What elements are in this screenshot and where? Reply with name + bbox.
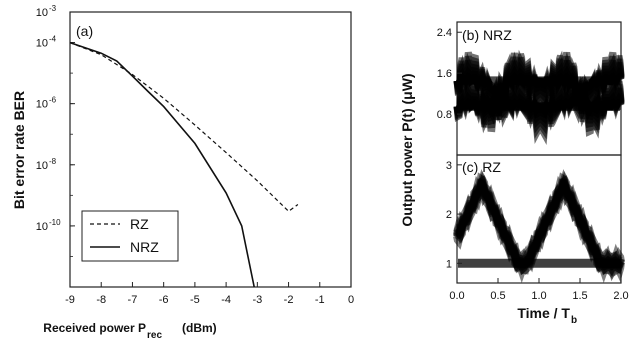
x-tick-label: -1 [315,294,325,306]
panel-a-tag: (a) [76,23,93,39]
legend-rz-label: RZ [130,216,149,232]
y-tick-label: 3 [446,160,452,172]
x-tick-label: 0.5 [490,290,505,302]
y-tick-label: 10 [36,99,48,111]
x-tick-label: -4 [221,294,231,306]
y-tick-exponent: -8 [49,157,57,166]
x-tick-label: -5 [190,294,200,306]
panel-b-y-ticks: 0.8 1.6 2.4 [437,27,462,121]
panel-a-y-ticks: 10 -310 -410 -610 -810 -10 [36,4,75,288]
legend-nrz-label: NRZ [130,239,159,255]
x-label-sub: rec [147,330,162,341]
x-tick-label: -7 [128,294,138,306]
y-tick-label: 1.6 [437,68,452,80]
panel-c-x-label: Time / T b [517,305,577,326]
panel-c-tag: (c) RZ [462,159,501,175]
x-tick-label: -2 [284,294,294,306]
series-line-rz [69,42,299,213]
panel-b: 0.8 1.6 2.4 (b) NRZ [437,21,625,156]
panel-b-tag: (b) NRZ [462,27,512,43]
panel-c-eye-diagram [453,168,625,284]
rz-pulse-trace [453,172,625,284]
x-tick-label: -3 [252,294,262,306]
y-tick-exponent: -6 [49,96,57,105]
y-tick-exponent: -3 [49,4,57,13]
x-tick-label: 0 [348,294,354,306]
y-tick-label: 1 [446,258,452,270]
x-tick-label: -8 [96,294,106,306]
x-tick-label: 0.0 [449,290,464,302]
output-power-y-label: Output power P(t) (μW) [399,73,415,226]
y-tick-label: 10 [36,160,48,172]
panel-c-y-ticks: 1 2 3 [446,160,462,270]
x-tick-label: 2.0 [613,290,628,302]
x-label-unit: (dBm) [182,321,217,335]
y-tick-label: 10 [36,221,48,233]
y-tick-label: 10 [36,38,48,50]
panel-c-x-ticks: 0.0 0.5 1.0 1.5 2.0 [449,278,629,302]
panel-a-x-label: Received power P rec (dBm) [43,321,216,341]
x-label-main: Received power P [43,321,146,335]
y-tick-label: 10 [36,7,48,19]
panel-a-legend [81,210,179,262]
x-tick-label: 1.5 [572,290,587,302]
x-tick-label: -6 [159,294,169,306]
panel-a-y-label: Bit error rate BER [11,91,27,209]
series-line-nrz [69,41,255,288]
y-tick-label: 0.8 [437,109,452,121]
y-tick-label: 2.4 [437,27,452,39]
panel-b-eye-diagram [453,49,625,145]
panel-a-series [69,41,299,288]
y-tick-exponent: -4 [49,35,57,44]
panel-c: 1 2 3 0.0 0.5 1.0 1.5 2.0 (c) RZ Time / T b [446,154,629,326]
x-tick-label: -9 [65,294,75,306]
panel-a-frame [69,11,352,288]
panel-a-x-ticks: -9 -8 -7 -6 -5 -4 -3 -2 -1 0 [65,282,354,306]
time-label-main: Time / T [517,305,570,321]
y-tick-label: 2 [446,209,452,221]
time-label-sub: b [571,315,577,326]
y-tick-exponent: -10 [49,218,61,227]
x-tick-label: 1.0 [531,290,546,302]
panel-a: -9 -8 -7 -6 -5 -4 -3 -2 -1 0 10 -310 -410 -610 -810 -1… [11,4,354,341]
